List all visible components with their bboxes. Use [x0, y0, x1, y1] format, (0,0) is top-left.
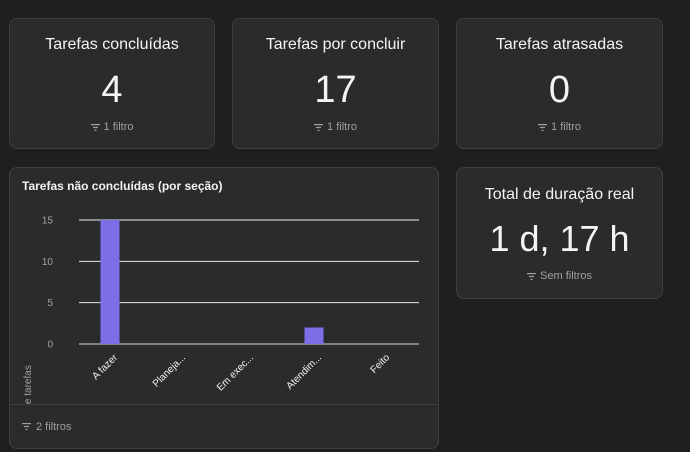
bar[interactable]: [304, 327, 324, 344]
x-tick-label: A fazer: [90, 352, 120, 382]
x-tick-label: Em exec...: [215, 352, 256, 393]
overdue-tasks-card[interactable]: Tarefas atrasadas 0 1 filtro: [456, 18, 663, 149]
y-tick-label: 15: [42, 216, 54, 227]
pending-tasks-card[interactable]: Tarefas por concluir 17 1 filtro: [232, 18, 439, 149]
completed-tasks-card[interactable]: Tarefas concluídas 4 1 filtro: [9, 18, 215, 149]
filter-icon: [90, 123, 100, 131]
filter-label: 1 filtro: [327, 121, 357, 133]
filter-label: 1 filtro: [103, 121, 134, 133]
chart-filter-button[interactable]: 2 filtros: [10, 404, 438, 448]
incomplete-tasks-chart-card[interactable]: Tarefas não concluídas (por seção) Númer…: [9, 167, 439, 449]
chart-title: Tarefas não concluídas (por seção): [22, 179, 223, 193]
filter-label: 1 filtro: [551, 121, 581, 133]
filter-button[interactable]: 1 filtro: [10, 121, 214, 133]
x-tick-label: Atendim...: [285, 352, 325, 392]
filter-label: 2 filtros: [36, 420, 72, 433]
filter-icon: [538, 123, 548, 131]
x-tick-label: Feito: [369, 352, 393, 376]
card-value: 4: [101, 69, 123, 111]
card-title: Total de duração real: [484, 186, 635, 203]
filter-button[interactable]: Sem filtros: [457, 270, 662, 282]
filter-icon: [22, 423, 31, 430]
bar[interactable]: [100, 220, 120, 344]
actual-duration-card[interactable]: Total de duração real 1 d, 17 h Sem filt…: [456, 167, 663, 299]
x-tick-label: Planeja...: [151, 352, 188, 389]
card-title: Tarefas concluídas: [45, 36, 179, 53]
y-tick-label: 5: [47, 298, 53, 309]
card-value: 0: [548, 69, 571, 111]
y-tick-label: 10: [42, 257, 54, 268]
bar-chart: Número de tarefas 0 5 10 15 A fazer Planeja.…: [23, 216, 419, 404]
filter-button[interactable]: 1 filtro: [457, 121, 662, 133]
card-title: Tarefas atrasadas: [495, 36, 624, 53]
card-title: Tarefas por concluir: [265, 36, 406, 53]
card-value: 1 d, 17 h: [489, 218, 630, 259]
filter-icon: [314, 123, 324, 131]
filter-label: Sem filtros: [540, 270, 592, 282]
y-tick-label: 0: [47, 340, 53, 351]
y-axis-label: Número de tarefas: [23, 365, 34, 404]
card-value: 17: [314, 69, 357, 111]
filter-icon: [527, 272, 537, 280]
filter-button[interactable]: 1 filtro: [233, 121, 438, 133]
